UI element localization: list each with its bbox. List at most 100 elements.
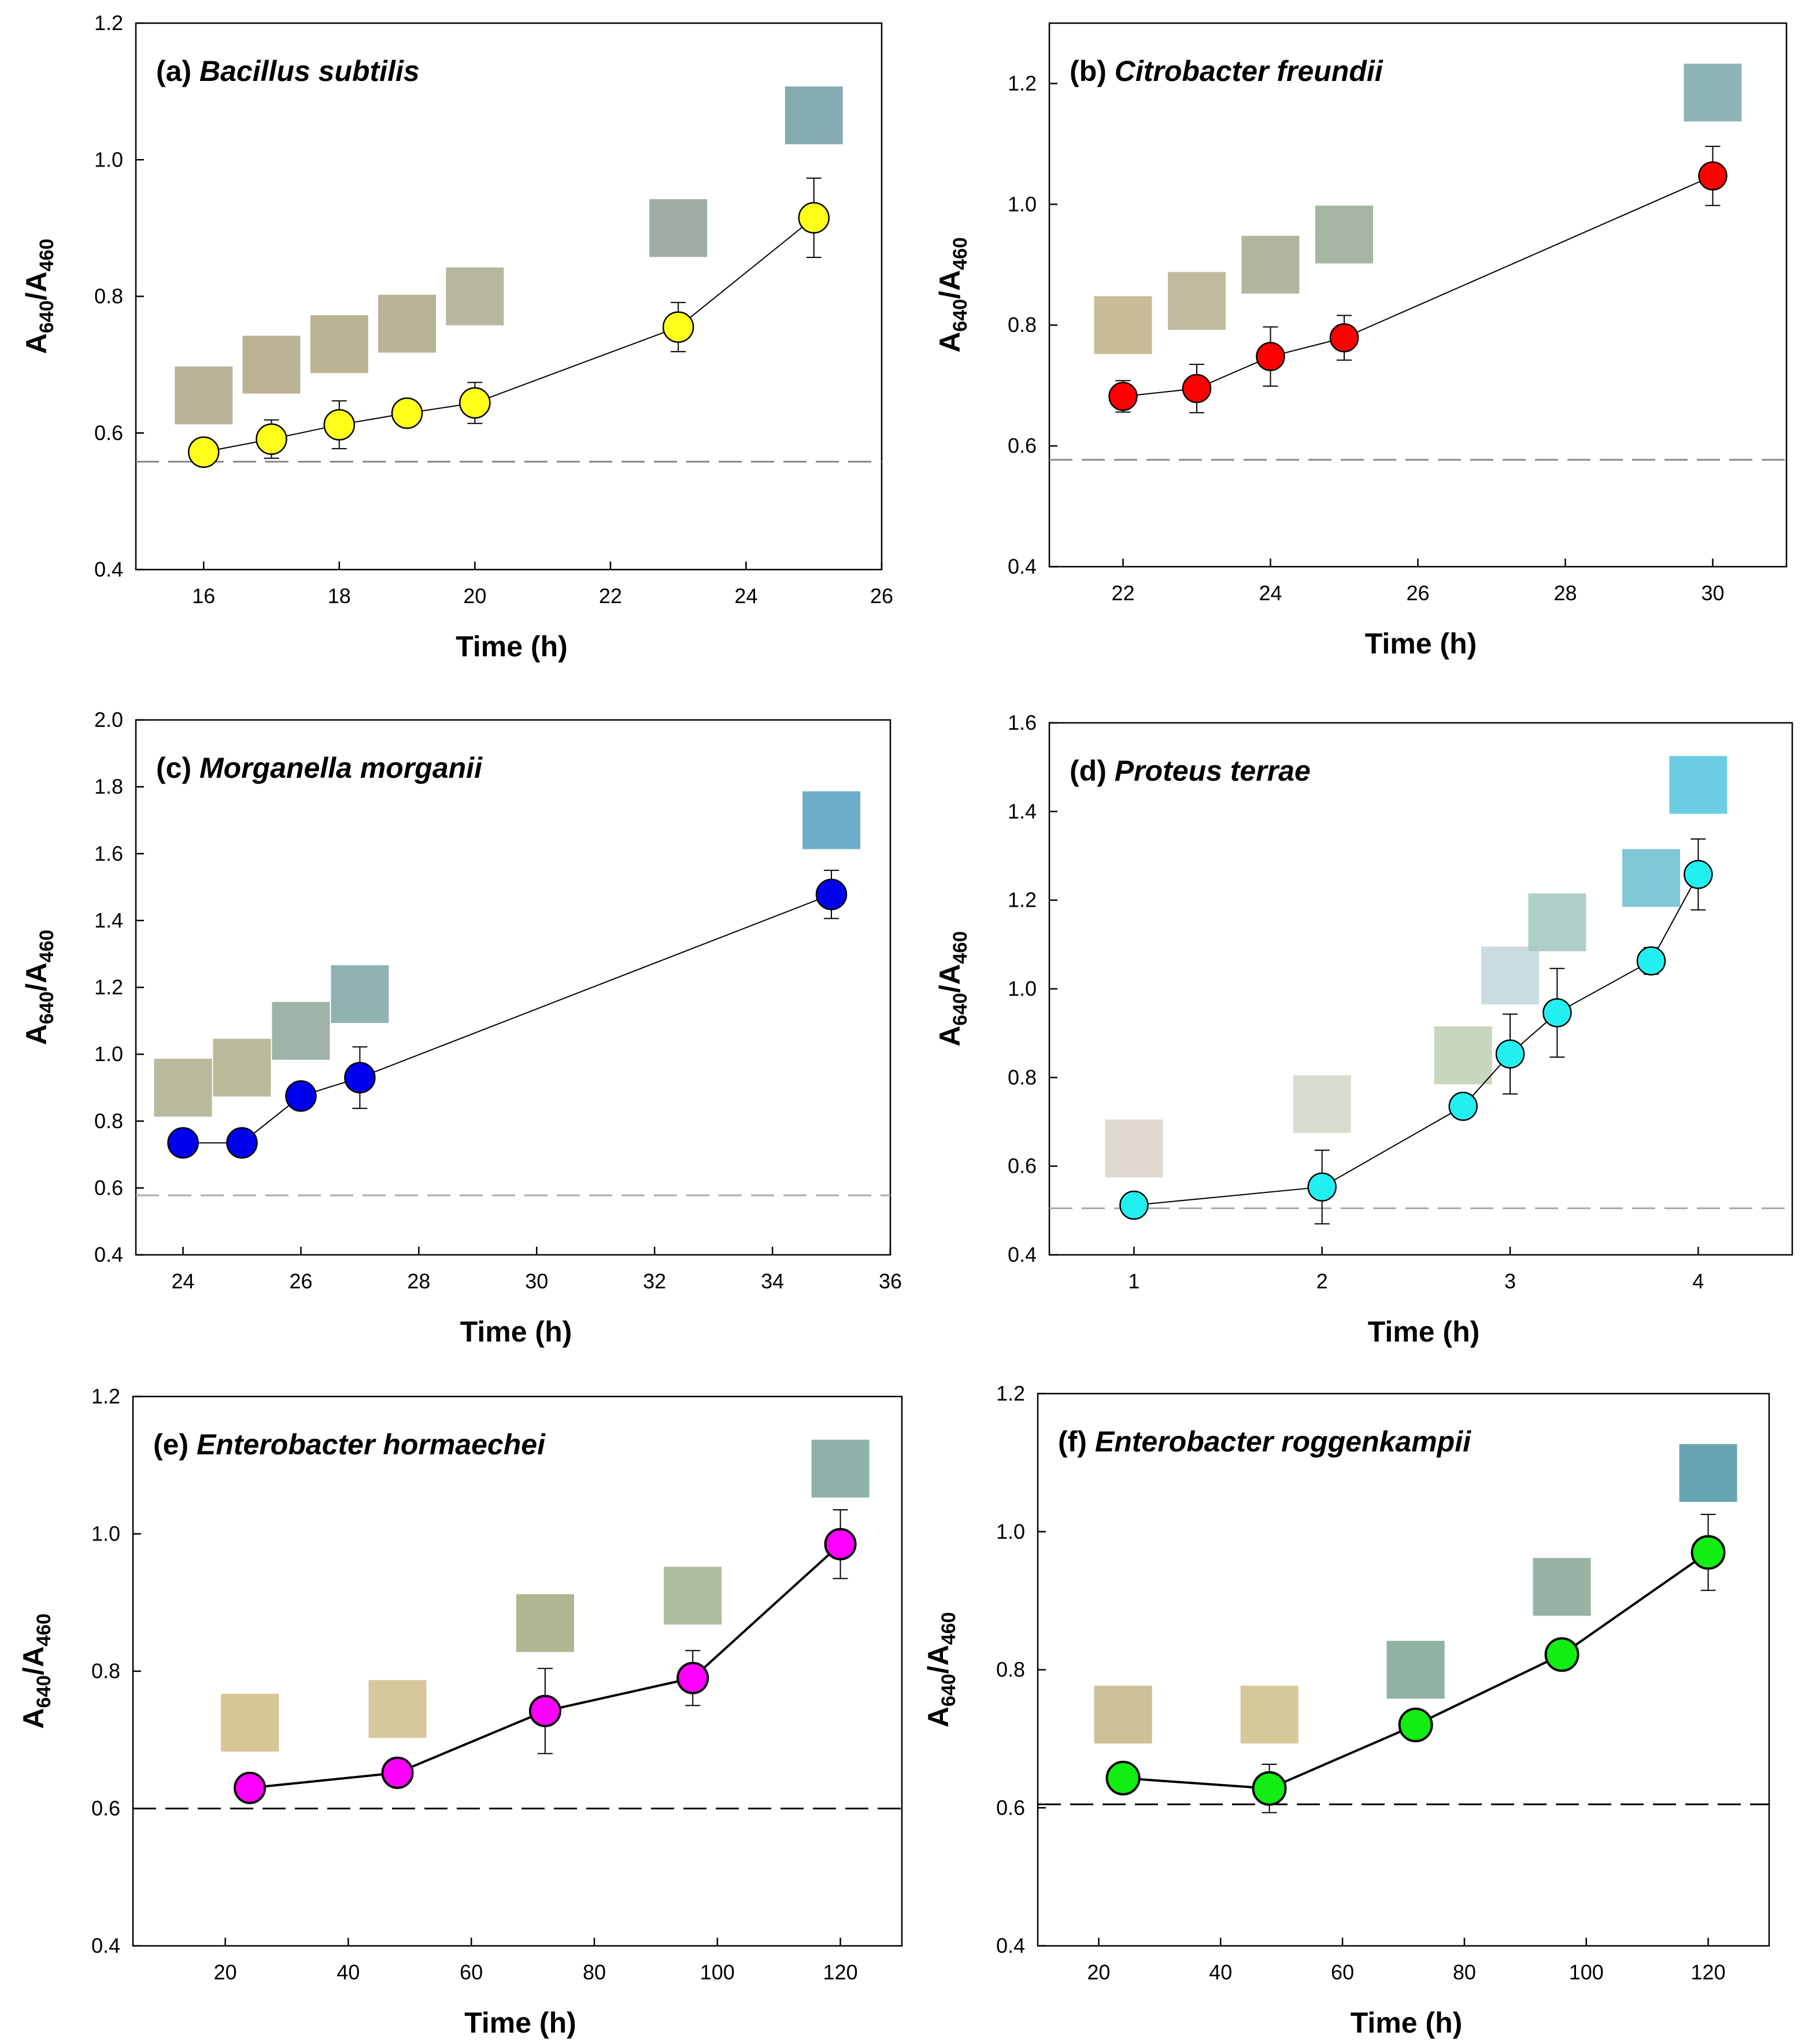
plot-frame <box>135 719 891 1256</box>
color-swatch <box>1240 1686 1299 1744</box>
data-point <box>344 1062 376 1093</box>
data-point <box>528 1694 561 1727</box>
data-point <box>1690 1535 1726 1570</box>
color-swatch <box>213 1039 271 1097</box>
y-tick-label: 0.8 <box>91 1659 120 1683</box>
color-swatch <box>1481 947 1540 1004</box>
x-axis-title: Time (h) <box>456 630 568 663</box>
y-tick-label: 1.2 <box>1008 888 1037 912</box>
data-point <box>824 1528 857 1561</box>
y-tick-label: 0.6 <box>1008 1154 1037 1178</box>
x-tick-label: 100 <box>1569 1960 1604 1984</box>
data-point <box>662 311 694 343</box>
color-swatch <box>331 965 389 1024</box>
x-tick-label: 30 <box>525 1269 548 1293</box>
y-tick-label: 1.0 <box>91 1522 120 1546</box>
x-tick-label: 80 <box>583 1960 606 1984</box>
x-tick-label: 20 <box>1087 1960 1110 1984</box>
y-tick-label: 0.4 <box>91 1934 120 1957</box>
y-tick-label: 0.8 <box>94 285 123 308</box>
y-axis-title: A640/A460 <box>20 930 58 1045</box>
x-tick-label: 120 <box>1691 1960 1726 1984</box>
color-swatch <box>368 1680 427 1738</box>
y-tick-label: 0.8 <box>1008 1065 1037 1089</box>
data-point <box>234 1771 267 1804</box>
data-point <box>1108 382 1138 411</box>
x-tick-label: 24 <box>734 584 757 608</box>
color-swatch <box>221 1694 279 1752</box>
plot-frame <box>1048 22 1788 568</box>
data-point <box>1256 342 1285 371</box>
x-axis-title: Time (h) <box>464 2007 576 2039</box>
x-tick-label: 120 <box>823 1960 858 1984</box>
data-point <box>459 387 491 419</box>
color-swatch <box>1094 1686 1152 1744</box>
y-tick-label: 0.8 <box>996 1658 1025 1682</box>
x-tick-label: 60 <box>1331 1960 1354 1984</box>
color-swatch <box>1434 1026 1492 1084</box>
x-tick-label: 20 <box>214 1960 237 1984</box>
y-axis-title: A640/A460 <box>934 931 971 1047</box>
x-tick-label: 16 <box>192 584 215 608</box>
panel-title: (b) Citrobacter freundii <box>1070 55 1384 87</box>
series-line <box>1134 874 1699 1206</box>
x-tick-label: 24 <box>1259 581 1282 605</box>
data-point <box>815 878 848 911</box>
data-point <box>1398 1708 1433 1742</box>
panel-b: 0.4 0.6 0.8 1.0 1.2 22 24 26 28 30 Time (h) A640/A4… <box>934 22 1788 660</box>
color-swatch <box>1386 1641 1445 1699</box>
y-tick-label: 1.4 <box>94 908 123 932</box>
panel-c: 0.4 0.6 0.8 1.0 1.2 1.4 1.6 1.8 2.0 24 26 28 30 32 34 3… <box>20 708 902 1348</box>
data-point <box>798 202 830 234</box>
y-tick-label: 0.4 <box>1008 555 1037 578</box>
panel-f: 0.4 0.6 0.8 1.0 1.2 20 40 60 80 100 120 Time (h) A64… <box>922 1381 1770 2039</box>
data-point <box>381 1756 414 1789</box>
x-tick-label: 20 <box>463 584 486 608</box>
y-axis-title: A640/A460 <box>922 1612 960 1728</box>
color-swatch <box>1528 893 1586 951</box>
panel-title: (c) Morganella morganii <box>156 752 483 784</box>
x-tick-label: 18 <box>328 584 351 608</box>
data-point <box>1105 1760 1141 1796</box>
x-tick-label: 28 <box>1553 581 1577 605</box>
data-point <box>1448 1091 1478 1121</box>
y-tick-label: 0.8 <box>94 1109 123 1133</box>
x-axis-title: Time (h) <box>1365 627 1477 660</box>
y-tick-label: 1.0 <box>94 147 123 171</box>
plot-frame <box>132 1395 903 1947</box>
y-tick-label: 1.2 <box>1008 71 1037 95</box>
y-tick-label: 0.6 <box>1008 434 1037 457</box>
panel-a: 0.4 0.6 0.8 1.0 1.2 16 18 20 22 24 26 Time (h) A640/… <box>20 11 893 663</box>
panel-title: (e) Enterobacter hormaechei <box>153 1428 546 1461</box>
x-tick-label: 30 <box>1701 581 1724 605</box>
color-swatch <box>1094 296 1152 354</box>
color-swatch <box>1622 849 1681 907</box>
y-tick-label: 0.6 <box>996 1796 1025 1819</box>
y-tick-label: 1.0 <box>1008 192 1037 216</box>
x-tick-label: 36 <box>879 1269 902 1293</box>
y-tick-label: 0.6 <box>94 1176 123 1199</box>
series-line <box>204 217 815 453</box>
x-tick-label: 4 <box>1692 1269 1704 1293</box>
data-point <box>256 423 287 455</box>
x-tick-label: 40 <box>1209 1960 1232 1984</box>
y-tick-label: 0.6 <box>94 421 123 445</box>
data-point <box>1307 1172 1337 1202</box>
data-point <box>188 436 220 468</box>
x-axis-title: Time (h) <box>460 1316 572 1348</box>
y-axis-title: A640/A460 <box>17 1613 55 1729</box>
color-swatch <box>1669 756 1727 814</box>
y-tick-label: 0.4 <box>1008 1243 1037 1266</box>
data-point <box>391 397 423 429</box>
y-tick-label: 0.4 <box>94 1243 123 1266</box>
x-tick-label: 26 <box>289 1269 312 1293</box>
x-tick-label: 24 <box>172 1269 195 1293</box>
x-tick-label: 1 <box>1128 1269 1140 1293</box>
data-point <box>285 1080 317 1112</box>
x-tick-label: 40 <box>336 1960 360 1984</box>
y-axis-title: A640/A460 <box>20 239 58 354</box>
y-tick-label: 1.2 <box>94 976 123 999</box>
data-point <box>1698 161 1727 191</box>
data-point <box>1252 1771 1287 1806</box>
data-point <box>1119 1190 1149 1220</box>
